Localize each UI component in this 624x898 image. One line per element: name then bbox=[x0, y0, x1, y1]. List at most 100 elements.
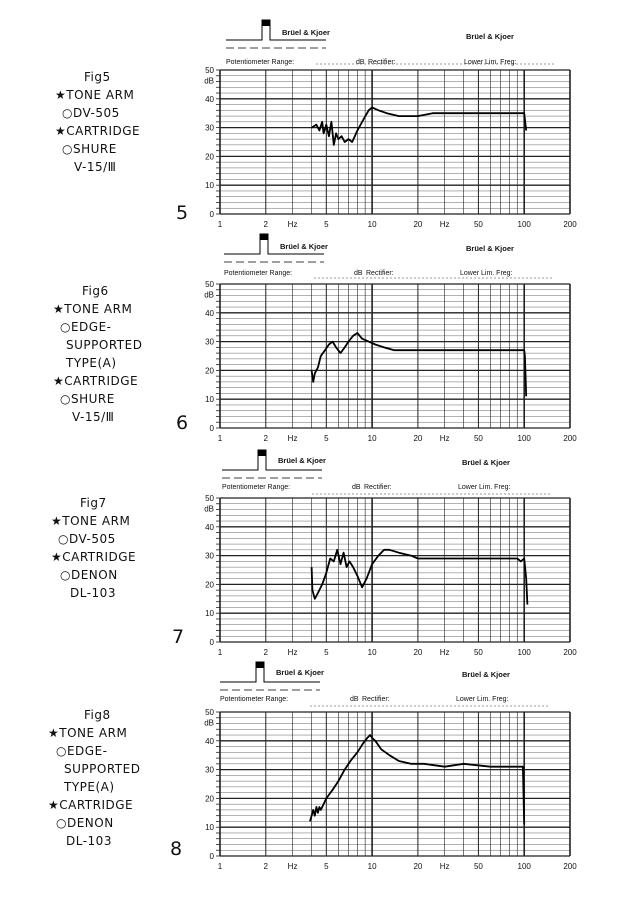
y-tick-label: 40 bbox=[205, 523, 214, 532]
y-tick-label: 30 bbox=[205, 124, 214, 133]
x-tick-label: 20 bbox=[413, 220, 422, 229]
x-tick-label: 1 bbox=[218, 862, 223, 871]
x-tick-label: 200 bbox=[563, 862, 577, 871]
x-tick-label: 20 bbox=[413, 648, 422, 657]
caption-line: ○EDGE- bbox=[60, 320, 112, 334]
caption-line: TYPE(A) bbox=[64, 780, 115, 794]
response-curve bbox=[309, 734, 526, 825]
y-tick-label: 10 bbox=[205, 609, 214, 618]
x-tick-label: Hz bbox=[440, 220, 450, 229]
y-tick-label: 40 bbox=[205, 309, 214, 318]
lower-lim-label: Lower Lim. Freg: bbox=[464, 59, 517, 66]
caption-line: DL-103 bbox=[70, 586, 116, 600]
caption-line: ○SHURE bbox=[62, 142, 117, 156]
grid bbox=[216, 69, 571, 215]
x-tick-label: 100 bbox=[518, 434, 532, 443]
x-tick-label: 1 bbox=[218, 648, 223, 657]
x-tick-label: 2 bbox=[264, 220, 269, 229]
y-tick-label: 30 bbox=[205, 338, 214, 347]
fig-label: Fig5 bbox=[84, 70, 111, 84]
caption-line: DL-103 bbox=[66, 834, 112, 848]
x-tick-label: 2 bbox=[264, 862, 269, 871]
fig-label: Fig7 bbox=[80, 496, 107, 510]
db-label: dB bbox=[350, 696, 359, 703]
rectifier-label: Rectifier: bbox=[362, 696, 390, 703]
rectifier-label: Rectifier: bbox=[364, 484, 392, 491]
x-tick-label: 2 bbox=[264, 434, 269, 443]
x-tick-label: 100 bbox=[518, 220, 532, 229]
brand-label-right: Brüel & Kjoer bbox=[462, 458, 510, 467]
lower-lim-label: Lower Lim. Freg: bbox=[460, 270, 513, 277]
figure-panel-5: Brüel & Kjoer Brüel & Kjoer Potentiomete… bbox=[0, 14, 624, 234]
x-tick-label: 100 bbox=[518, 862, 532, 871]
frequency-response-chart-7: 0 10 20 30 40 50 dB 1 2 Hz 5 10 20 Hz 50 100 200 bbox=[204, 494, 577, 657]
x-tick-label: Hz bbox=[288, 220, 298, 229]
figure-number: 6 bbox=[176, 412, 189, 434]
caption-line: V-15/Ⅲ bbox=[74, 160, 117, 174]
brand-label: Brüel & Kjoer bbox=[276, 668, 324, 677]
potentiometer-label: Potentiometer Range: bbox=[220, 696, 289, 703]
x-tick-label: 10 bbox=[368, 220, 377, 229]
potentiometer-label: Potentiometer Range: bbox=[222, 484, 291, 491]
caption-line: ★CARTRIDGE bbox=[48, 798, 134, 812]
fig-label: Fig6 bbox=[82, 284, 109, 298]
x-tick-label: 200 bbox=[563, 434, 577, 443]
frequency-response-chart-8: 0 10 20 30 40 50 dB 1 2 Hz 5 10 20 Hz 50 100 200 bbox=[204, 708, 577, 871]
y-tick-label: 10 bbox=[205, 823, 214, 832]
x-tick-label: 50 bbox=[474, 434, 483, 443]
frequency-response-chart-6: 0 10 20 30 40 50 dB 1 2 Hz 5 10 20 Hz 50 100 200 bbox=[204, 280, 577, 443]
y-tick-label: 10 bbox=[205, 395, 214, 404]
potentiometer-label: Potentiometer Range: bbox=[224, 270, 293, 277]
response-curve bbox=[310, 332, 528, 397]
y-tick-label: 20 bbox=[205, 366, 214, 375]
y-axis-label: dB bbox=[204, 505, 214, 514]
frequency-response-chart-5: 0 10 20 30 40 50 dB 1 2 Hz 5 10 20 Hz 50 100 200 bbox=[204, 66, 577, 229]
caption-line: ★CARTRIDGE bbox=[55, 124, 141, 138]
grid bbox=[216, 283, 571, 429]
caption-line: ★TONE ARM bbox=[48, 726, 128, 740]
y-tick-label: 30 bbox=[205, 766, 214, 775]
figure-number: 8 bbox=[170, 838, 183, 860]
x-tick-label: 2 bbox=[264, 648, 269, 657]
figure-number: 7 bbox=[172, 626, 185, 648]
y-tick-label: 50 bbox=[205, 280, 214, 289]
brand-label-right: Brüel & Kjoer bbox=[462, 670, 510, 679]
db-label: dB bbox=[354, 270, 363, 277]
y-tick-label: 30 bbox=[205, 552, 214, 561]
y-tick-label: 40 bbox=[205, 95, 214, 104]
caption-line: ○DENON bbox=[56, 816, 114, 830]
caption-line: TYPE(A) bbox=[66, 356, 117, 370]
lower-lim-label: Lower Lim. Freg: bbox=[458, 484, 511, 491]
lower-lim-label: Lower Lim. Freg: bbox=[456, 696, 509, 703]
rectifier-label: Rectifier: bbox=[368, 59, 396, 66]
x-tick-label: 1 bbox=[218, 220, 223, 229]
y-axis-label: dB bbox=[204, 77, 214, 86]
x-tick-label: Hz bbox=[288, 862, 298, 871]
potentiometer-label: Potentiometer Range: bbox=[226, 59, 295, 66]
caption-line: ★TONE ARM bbox=[55, 88, 135, 102]
caption-line: ★CARTRIDGE bbox=[53, 374, 139, 388]
figure-number: 5 bbox=[176, 202, 189, 224]
x-tick-label: 10 bbox=[368, 648, 377, 657]
caption-line: ○DV-505 bbox=[62, 106, 120, 120]
brand-label: Brüel & Kjoer bbox=[278, 456, 326, 465]
grid bbox=[216, 711, 571, 857]
x-tick-label: 5 bbox=[324, 648, 329, 657]
x-tick-label: 5 bbox=[324, 434, 329, 443]
x-tick-label: 5 bbox=[324, 862, 329, 871]
y-tick-label: 20 bbox=[205, 580, 214, 589]
caption-line: ○DV-505 bbox=[58, 532, 116, 546]
x-tick-label: 50 bbox=[474, 648, 483, 657]
x-tick-label: 200 bbox=[563, 648, 577, 657]
x-tick-label: 5 bbox=[324, 220, 329, 229]
y-tick-label: 40 bbox=[205, 737, 214, 746]
caption-line: ○SHURE bbox=[60, 392, 115, 406]
brand-label-right: Brüel & Kjoer bbox=[466, 244, 514, 253]
y-tick-label: 10 bbox=[205, 181, 214, 190]
caption-line: SUPPORTED bbox=[64, 762, 141, 776]
y-tick-label: 50 bbox=[205, 708, 214, 717]
x-tick-label: 10 bbox=[368, 862, 377, 871]
caption-line: ○EDGE- bbox=[56, 744, 108, 758]
x-tick-label: 20 bbox=[413, 434, 422, 443]
y-tick-label: 0 bbox=[210, 210, 215, 219]
